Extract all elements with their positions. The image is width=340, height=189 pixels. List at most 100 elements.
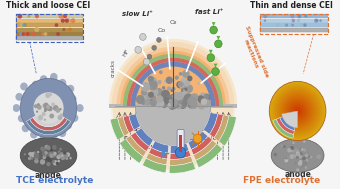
Circle shape	[58, 151, 60, 154]
Circle shape	[296, 109, 300, 113]
Circle shape	[51, 147, 56, 152]
Circle shape	[187, 76, 192, 81]
Circle shape	[284, 97, 311, 125]
Wedge shape	[170, 143, 189, 153]
Circle shape	[141, 100, 146, 105]
Circle shape	[41, 32, 44, 36]
Bar	[16, 19, 83, 23]
Text: O₂: O₂	[169, 20, 177, 25]
Circle shape	[156, 95, 164, 103]
Circle shape	[187, 86, 191, 91]
Circle shape	[275, 87, 320, 135]
Circle shape	[280, 93, 314, 129]
Circle shape	[19, 23, 24, 28]
Circle shape	[292, 105, 303, 117]
Circle shape	[30, 156, 34, 160]
Circle shape	[301, 148, 304, 151]
Circle shape	[285, 23, 288, 27]
Circle shape	[295, 151, 300, 156]
Circle shape	[150, 99, 157, 106]
Circle shape	[47, 150, 53, 156]
Wedge shape	[282, 111, 298, 128]
Circle shape	[42, 155, 46, 159]
Circle shape	[50, 154, 54, 158]
Circle shape	[288, 101, 307, 121]
Circle shape	[55, 150, 58, 153]
Circle shape	[304, 160, 307, 163]
Circle shape	[285, 159, 288, 163]
Circle shape	[277, 89, 318, 133]
Circle shape	[36, 111, 38, 113]
Circle shape	[40, 159, 45, 165]
Circle shape	[299, 148, 301, 150]
Circle shape	[43, 158, 47, 162]
Circle shape	[59, 79, 66, 87]
Circle shape	[170, 101, 174, 105]
Circle shape	[50, 93, 52, 96]
Circle shape	[57, 160, 60, 163]
Wedge shape	[135, 128, 153, 146]
Circle shape	[280, 145, 283, 147]
Circle shape	[41, 161, 47, 166]
Circle shape	[59, 113, 63, 117]
Circle shape	[161, 99, 165, 103]
Circle shape	[155, 88, 163, 96]
Wedge shape	[120, 51, 226, 106]
Circle shape	[203, 101, 208, 107]
Circle shape	[189, 100, 198, 109]
Circle shape	[26, 155, 30, 159]
Circle shape	[316, 19, 319, 22]
Circle shape	[22, 124, 29, 132]
Circle shape	[202, 99, 211, 108]
Text: HF: HF	[122, 48, 130, 58]
Circle shape	[297, 14, 301, 18]
Circle shape	[69, 157, 72, 160]
Circle shape	[285, 157, 288, 160]
Circle shape	[34, 153, 39, 158]
Circle shape	[269, 81, 326, 141]
Circle shape	[310, 156, 312, 158]
Wedge shape	[214, 115, 229, 141]
Circle shape	[305, 166, 307, 169]
Circle shape	[174, 95, 183, 104]
Circle shape	[200, 92, 206, 99]
Circle shape	[286, 99, 309, 123]
PathPatch shape	[214, 64, 217, 67]
Circle shape	[169, 78, 174, 83]
Circle shape	[297, 154, 301, 158]
Circle shape	[33, 151, 35, 153]
Circle shape	[212, 67, 219, 75]
Circle shape	[48, 158, 52, 162]
Bar	[16, 14, 83, 18]
Circle shape	[69, 95, 76, 103]
Text: Layered: Layered	[127, 118, 152, 123]
Circle shape	[39, 154, 43, 158]
Circle shape	[58, 154, 63, 159]
Circle shape	[56, 154, 61, 159]
Circle shape	[13, 104, 20, 112]
Circle shape	[65, 18, 69, 23]
Circle shape	[43, 151, 46, 155]
Circle shape	[61, 155, 65, 160]
Wedge shape	[169, 162, 195, 173]
Bar	[109, 104, 237, 108]
Circle shape	[62, 28, 66, 31]
Circle shape	[294, 155, 298, 158]
Circle shape	[61, 153, 63, 156]
Circle shape	[201, 94, 210, 104]
Circle shape	[47, 162, 51, 166]
Circle shape	[46, 146, 51, 150]
Circle shape	[63, 155, 65, 158]
Circle shape	[164, 97, 171, 105]
Circle shape	[67, 18, 71, 23]
Circle shape	[189, 99, 195, 105]
Wedge shape	[193, 140, 217, 160]
Circle shape	[28, 152, 33, 157]
Circle shape	[167, 86, 171, 91]
Circle shape	[142, 96, 149, 103]
Wedge shape	[209, 114, 223, 138]
Circle shape	[42, 112, 46, 116]
Circle shape	[34, 104, 38, 108]
Circle shape	[39, 135, 47, 143]
Circle shape	[49, 146, 54, 152]
